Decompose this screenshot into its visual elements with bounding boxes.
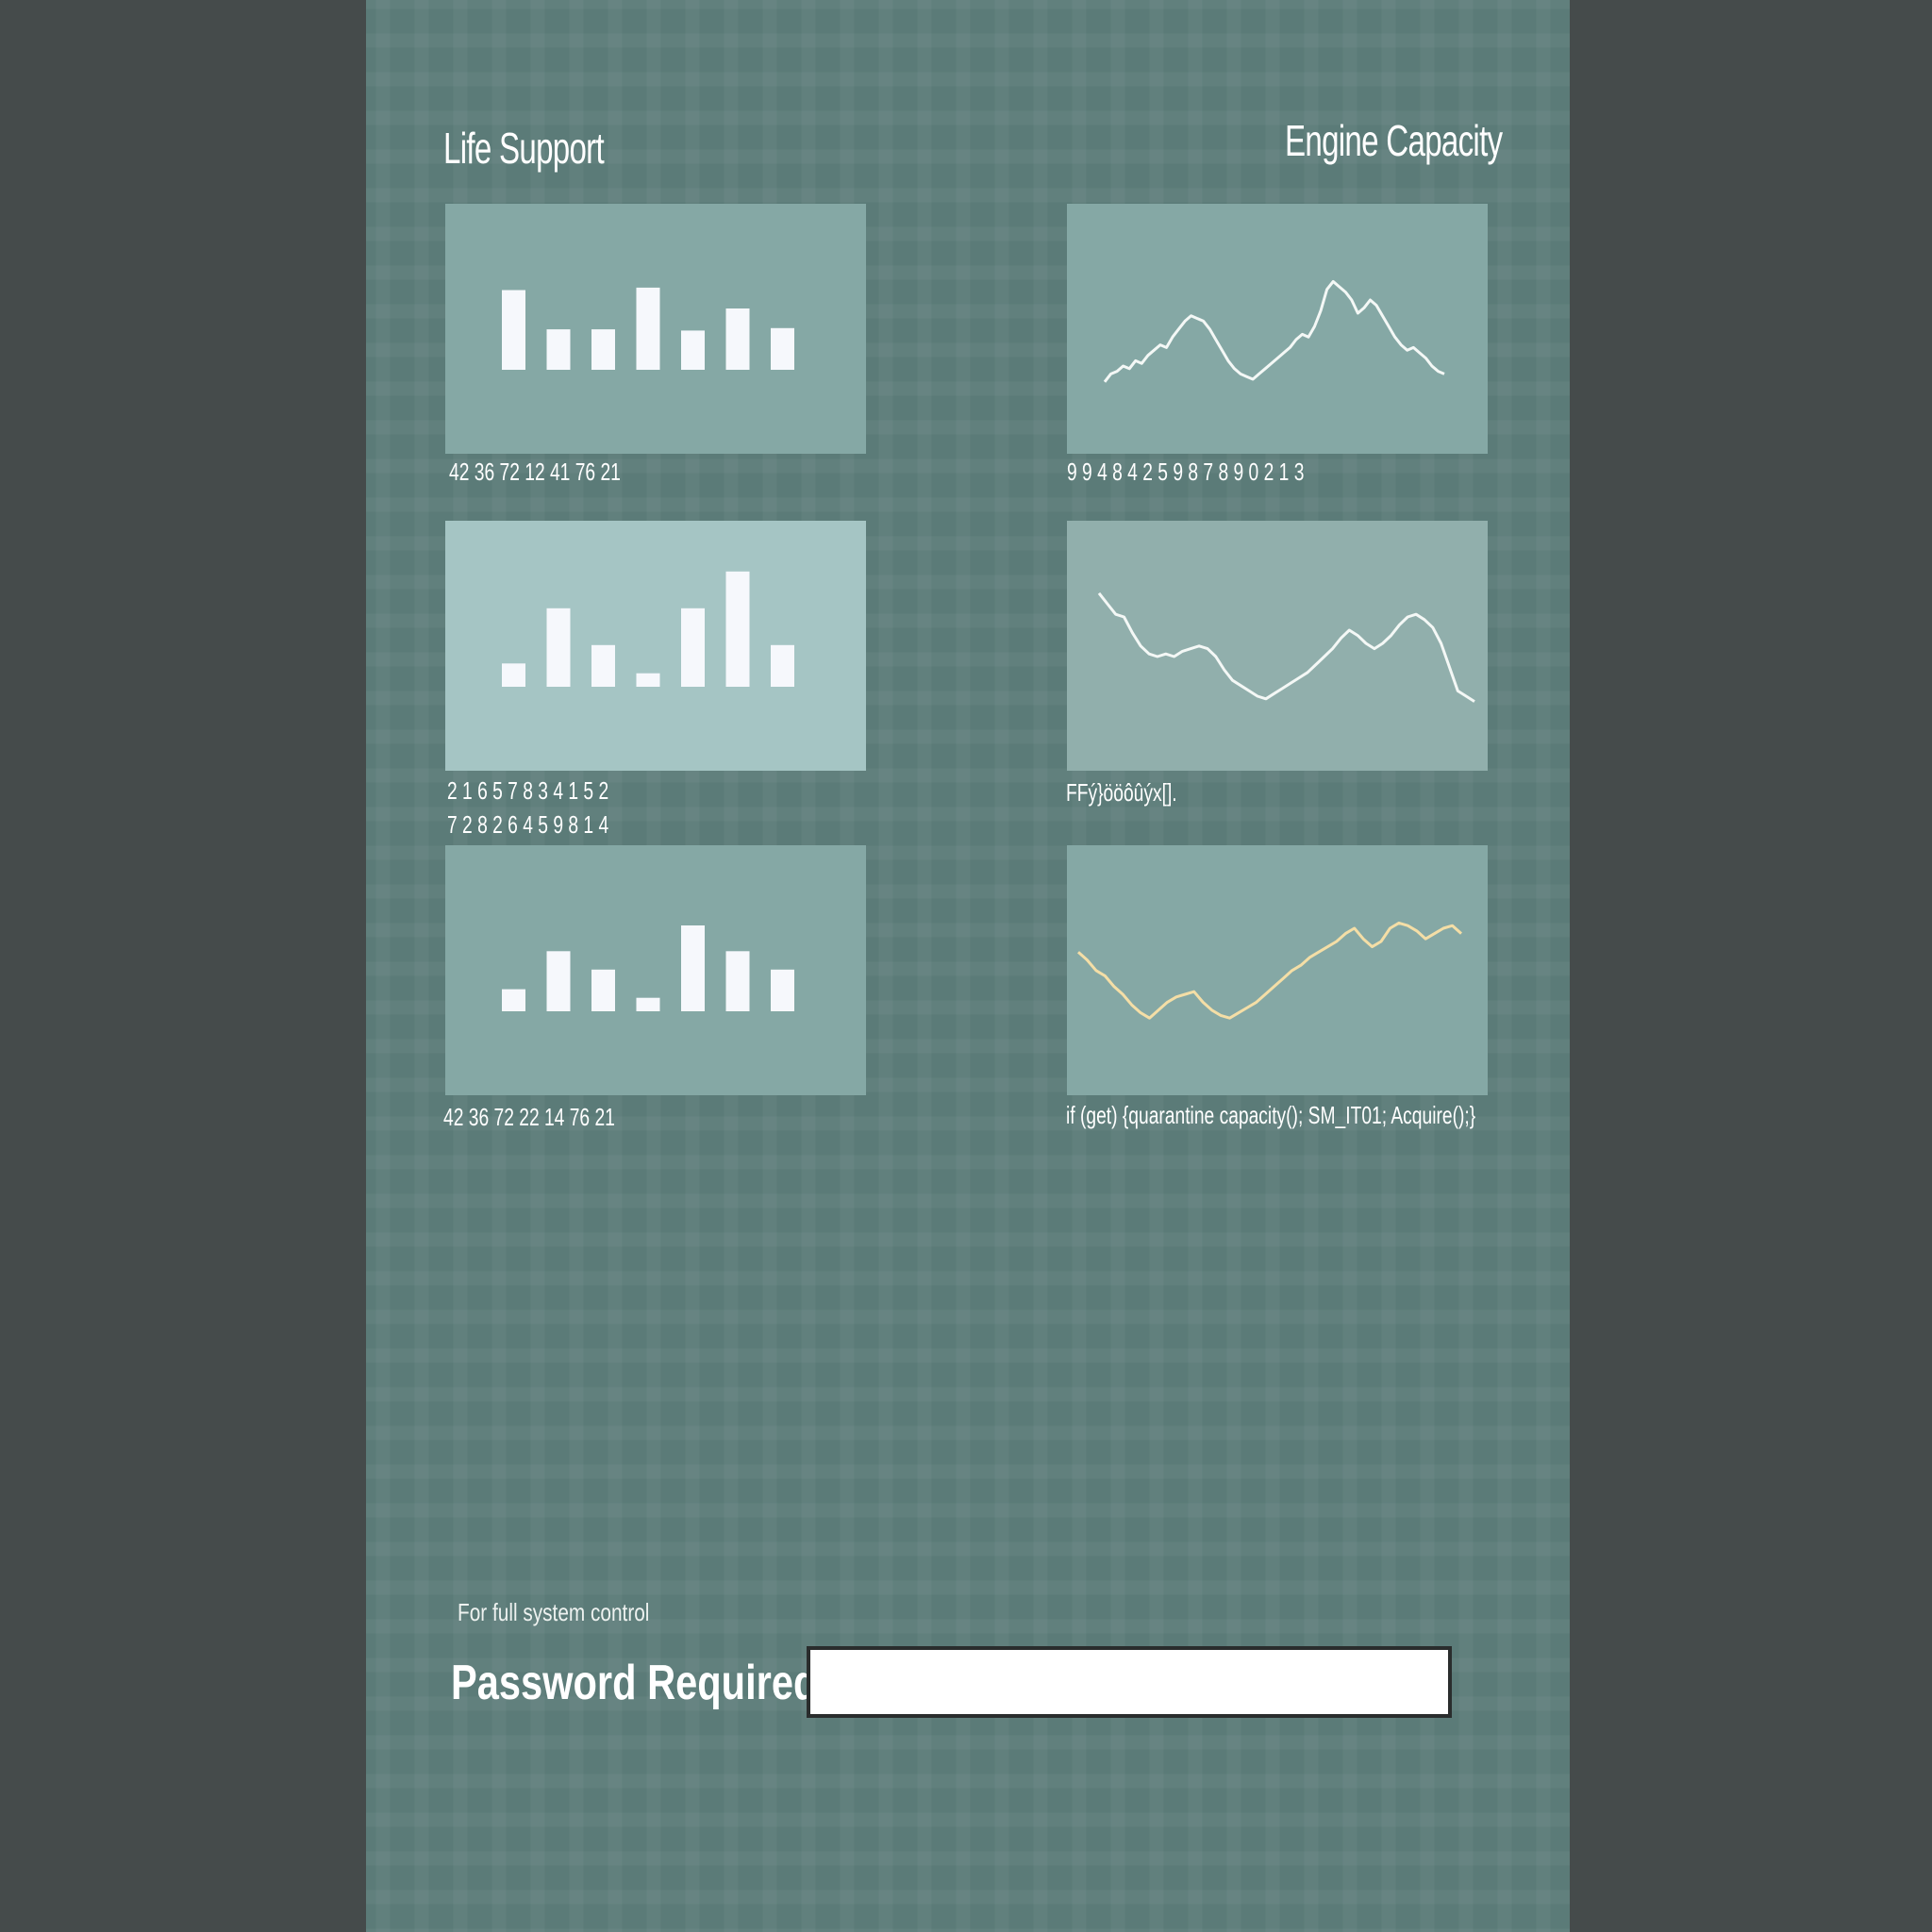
system-control-hint: For full system control: [458, 1598, 650, 1626]
bar-5: [681, 330, 705, 370]
bar-6: [725, 951, 750, 1011]
bar-5: [681, 608, 705, 687]
engine-capacity-line-chart-1: [1067, 204, 1488, 454]
series-line: [1103, 279, 1445, 383]
chart-background: [445, 521, 866, 771]
bar-1: [502, 989, 525, 1011]
bar-6: [725, 308, 750, 370]
chart-background: [1067, 204, 1488, 454]
chart-background: [445, 845, 866, 1095]
bar-4: [636, 287, 660, 370]
bar-5: [681, 925, 705, 1011]
life-support-bar-chart-1: [445, 204, 866, 454]
bar-6: [725, 571, 750, 687]
chart-background: [1067, 521, 1488, 771]
bar-4: [636, 673, 660, 687]
line-chart-2-caption: FFý}ööôûýx[].: [1066, 778, 1177, 807]
line-chart-3-caption: if (get) {quarantine capacity(); SM_IT01…: [1066, 1101, 1476, 1129]
bar-1: [502, 290, 525, 370]
bar-2: [546, 951, 571, 1011]
bar-1: [502, 663, 525, 687]
password-input[interactable]: [807, 1646, 1452, 1718]
bar-3: [591, 644, 615, 687]
engine-capacity-heading: Engine Capacity: [1285, 116, 1503, 165]
bar-2: [546, 608, 571, 687]
password-required-label: Password Required: [451, 1656, 818, 1710]
life-support-heading: Life Support: [443, 124, 605, 173]
bar-4: [636, 997, 660, 1011]
bar-7: [771, 327, 794, 370]
bar-2: [546, 329, 571, 370]
bar-chart-3-svg: [445, 845, 866, 1095]
bar-7: [771, 644, 794, 687]
bar-chart-1-svg: [445, 204, 866, 454]
bar-7: [771, 969, 794, 1011]
bar-3: [591, 329, 615, 370]
line-chart-3-svg: [1067, 845, 1488, 1095]
life-support-bar-chart-3: [445, 845, 866, 1095]
bar-3: [591, 969, 615, 1011]
line-chart-1-svg: [1067, 204, 1488, 454]
bar-chart-2-svg: [445, 521, 866, 771]
chart-background: [1067, 845, 1488, 1095]
series-line: [1097, 591, 1475, 703]
life-support-bar-chart-2: [445, 521, 866, 771]
line-chart-1-caption: 9 9 4 8 4 2 5 9 8 7 8 9 0 2 1 3: [1067, 458, 1305, 486]
bar-chart-3-caption: 42 36 72 22 14 76 21: [443, 1103, 615, 1131]
engine-capacity-line-chart-3: [1067, 845, 1488, 1095]
bar-chart-1-caption: 42 36 72 12 41 76 21: [449, 458, 621, 486]
bar-chart-2-caption: 2 1 6 5 7 8 3 4 1 5 2 7 2 8 2 6 4 5 9 8 …: [447, 776, 609, 839]
engine-capacity-line-chart-2: [1067, 521, 1488, 771]
line-chart-2-svg: [1067, 521, 1488, 771]
series-line: [1077, 921, 1462, 1020]
